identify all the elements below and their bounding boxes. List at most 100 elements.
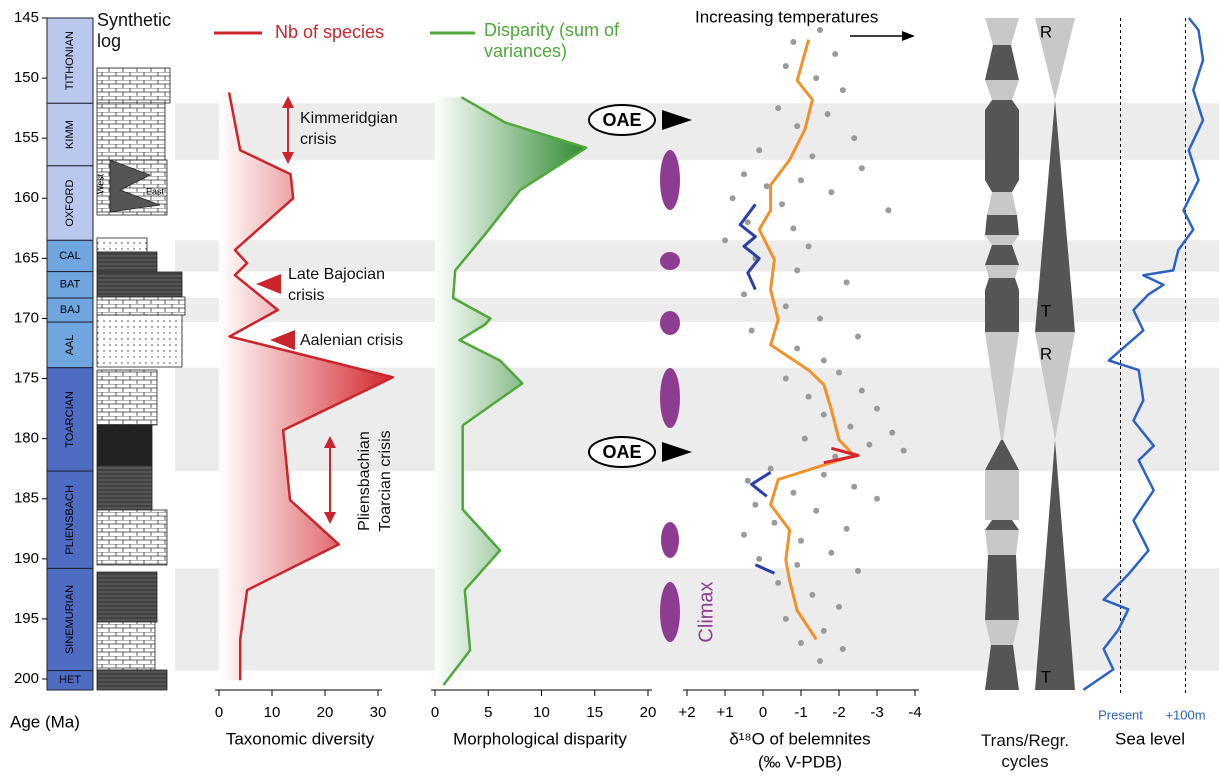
point: [889, 430, 895, 436]
y-tick-label: 190: [14, 550, 39, 567]
point: [775, 580, 781, 586]
x-tick-label: -4: [908, 704, 921, 721]
point: [821, 628, 827, 634]
cycle-segment: [985, 470, 1019, 520]
x-tick-label: 0: [431, 704, 439, 721]
point: [749, 327, 755, 333]
point: [783, 616, 789, 622]
x-tick-label: 5: [484, 704, 492, 721]
cycle-segment: [985, 555, 1019, 620]
cycle-segment: [985, 110, 1019, 180]
x-tick-label: +100m: [1165, 707, 1205, 722]
x-tick-label: 10: [533, 704, 550, 721]
point: [874, 406, 880, 412]
point: [821, 412, 827, 418]
x-tick-label: 15: [586, 704, 603, 721]
point: [817, 315, 823, 321]
cycle-triangle: [1035, 440, 1075, 690]
legend-label: Nb of species: [275, 22, 384, 42]
y-tick-label: 180: [14, 430, 39, 447]
point: [802, 436, 808, 442]
y-tick-label: 145: [14, 9, 39, 26]
point: [809, 592, 815, 598]
cycle-segment: [985, 80, 1019, 100]
point: [840, 646, 846, 652]
point: [813, 508, 819, 514]
point: [768, 466, 774, 472]
stage-label: BAJ: [60, 304, 80, 316]
stage-label: BAT: [60, 279, 81, 291]
point: [783, 303, 789, 309]
stage-label: SINEMURIAN: [64, 585, 76, 654]
axis-title: Sea level: [1115, 729, 1185, 748]
event-label: OAE: [602, 442, 641, 462]
chart: OAE OAE Increasing temperatures Climax N…: [0, 0, 1219, 778]
point: [722, 237, 728, 243]
x-tick-label: -1: [794, 704, 807, 721]
point: [836, 604, 842, 610]
x-tick-label: +1: [716, 704, 733, 721]
phase-label: Climax: [695, 581, 717, 642]
y-tick-label: 170: [14, 309, 39, 326]
annotation: Increasing temperatures: [695, 7, 878, 26]
cycle-segment: [985, 215, 1019, 235]
cycle-label: R: [1040, 22, 1052, 41]
point: [809, 153, 815, 159]
point: [798, 177, 804, 183]
point: [885, 207, 891, 213]
point: [806, 243, 812, 249]
y-tick-label: 150: [14, 69, 39, 86]
figure: OAE OAE Increasing temperatures Climax N…: [0, 0, 1219, 778]
stage-label: AAL: [64, 334, 76, 355]
cycle-segment: [985, 278, 1019, 290]
annotation: Aalenian crisis: [300, 330, 440, 351]
point: [730, 195, 736, 201]
cycle-segment: [985, 520, 1019, 530]
point: [798, 538, 804, 544]
point: [901, 448, 907, 454]
y-tick-label: 160: [14, 189, 39, 206]
x-tick-label: 0: [759, 704, 767, 721]
stage-label: PLIENSBACH: [64, 485, 76, 555]
point: [821, 358, 827, 364]
cycle-segment: [985, 265, 1019, 278]
annotation: Pliensbachian Toarcian crisis: [354, 406, 396, 556]
synthetic-log: [97, 68, 185, 690]
x-tick-label: 30: [370, 704, 387, 721]
stage-label: HET: [59, 674, 81, 686]
point: [828, 189, 834, 195]
x-tick-label: +2: [678, 704, 695, 721]
point: [794, 267, 800, 273]
point: [756, 556, 762, 562]
x-tick-label: Present: [1098, 707, 1143, 722]
point: [817, 27, 823, 33]
point: [779, 201, 785, 207]
legend-label: Disparity (sum of variances): [484, 20, 674, 62]
y-tick-label: 195: [14, 610, 39, 627]
cycle-segment: [985, 100, 1019, 110]
cycle-segment: [985, 530, 1019, 555]
point: [790, 39, 796, 45]
cycle-segment: [985, 45, 1019, 80]
temperature-arrow: [850, 31, 915, 41]
x-tick-label: -2: [832, 704, 845, 721]
axis-title: Morphological disparity: [453, 729, 627, 748]
point: [745, 219, 751, 225]
stage-label: CAL: [59, 250, 80, 262]
point: [790, 225, 796, 231]
y-tick-label: 155: [14, 129, 39, 146]
x-tick-label: -3: [870, 704, 883, 721]
point: [844, 526, 850, 532]
cycle-label: R: [1040, 344, 1052, 363]
point: [741, 532, 747, 538]
point: [817, 658, 823, 664]
point: [783, 63, 789, 69]
axis-title: Trans/Regr. cycles: [980, 730, 1070, 772]
log-label: East: [146, 186, 165, 196]
annotation: Kimmeridgian crisis: [300, 108, 410, 150]
log-title: Synthetic log: [97, 10, 177, 52]
y-tick-label: 175: [14, 370, 39, 387]
axis-title: Age (Ma): [10, 712, 80, 731]
axis-title: Taxonomic diversity: [226, 729, 375, 748]
point: [794, 562, 800, 568]
